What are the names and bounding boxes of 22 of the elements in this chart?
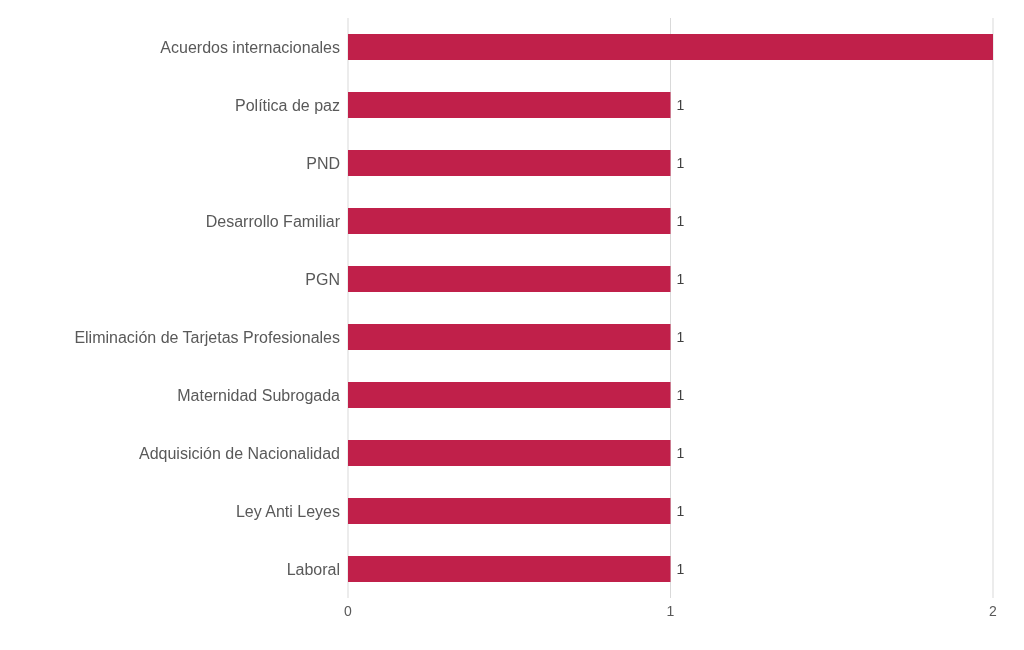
data-label: 1 bbox=[676, 213, 685, 229]
x-tick-label: 1 bbox=[666, 602, 675, 619]
data-label: 1 bbox=[676, 155, 685, 171]
x-tick-label: 2 bbox=[989, 602, 998, 619]
x-tick-label: 0 bbox=[344, 602, 353, 619]
data-label: 1 bbox=[676, 503, 685, 519]
data-label: 1 bbox=[676, 445, 685, 461]
y-tick-label: Adquisición de Nacionalidad bbox=[138, 444, 340, 462]
y-tick-label: Ley Anti Leyes bbox=[235, 502, 340, 520]
data-label: 1 bbox=[676, 329, 685, 345]
y-tick-label: Laboral bbox=[286, 560, 340, 578]
y-tick-label: Acuerdos internacionales bbox=[160, 38, 340, 56]
y-tick-label: PGN bbox=[305, 270, 340, 288]
y-tick-label: Desarrollo Familiar bbox=[205, 212, 341, 230]
y-tick-label: Eliminación de Tarjetas Profesionales bbox=[74, 328, 340, 346]
y-tick-label: Maternidad Subrogada bbox=[177, 386, 341, 404]
y-tick-label: PND bbox=[306, 154, 340, 172]
data-label: 1 bbox=[676, 271, 685, 287]
data-label: 1 bbox=[676, 561, 685, 577]
y-tick-label: Política de paz bbox=[235, 96, 340, 114]
data-label: 1 bbox=[676, 387, 685, 403]
data-label: 1 bbox=[676, 97, 685, 113]
